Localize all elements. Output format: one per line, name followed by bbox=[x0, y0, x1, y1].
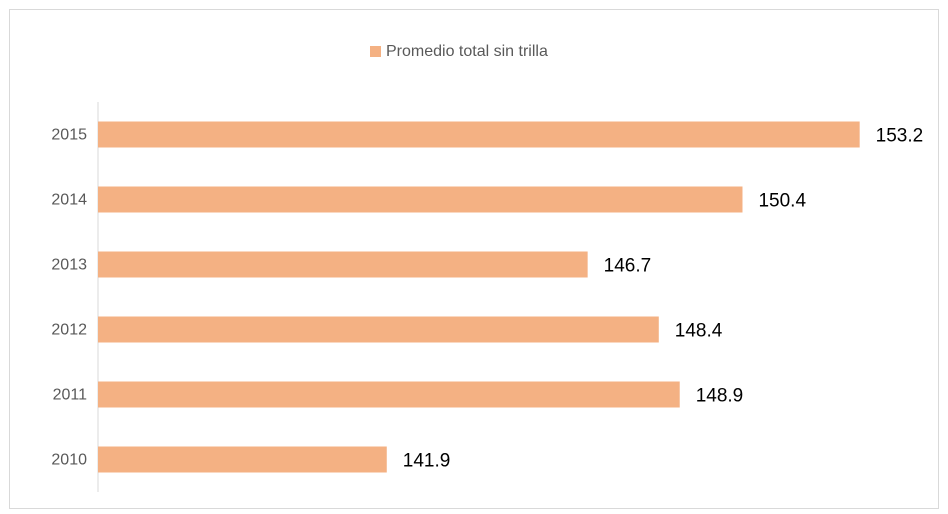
bar bbox=[98, 121, 860, 148]
bar bbox=[98, 251, 588, 278]
bar bbox=[98, 446, 387, 473]
bar bbox=[98, 316, 659, 343]
y-tick-label: 2010 bbox=[51, 452, 87, 469]
value-label: 153.2 bbox=[876, 126, 924, 147]
value-label: 148.4 bbox=[675, 321, 723, 342]
value-label: 141.9 bbox=[403, 451, 451, 472]
bar bbox=[98, 381, 680, 408]
legend-swatch bbox=[370, 46, 381, 57]
bar bbox=[98, 186, 743, 213]
y-tick-label: 2013 bbox=[51, 257, 87, 274]
y-tick-label: 2011 bbox=[53, 387, 88, 404]
value-label: 150.4 bbox=[758, 191, 806, 212]
y-tick-label: 2012 bbox=[51, 322, 87, 339]
legend-label: Promedio total sin trilla bbox=[386, 43, 548, 60]
value-label: 148.9 bbox=[696, 386, 744, 407]
value-label: 146.7 bbox=[604, 256, 652, 277]
y-tick-label: 2014 bbox=[51, 192, 87, 209]
y-tick-label: 2015 bbox=[51, 127, 87, 144]
